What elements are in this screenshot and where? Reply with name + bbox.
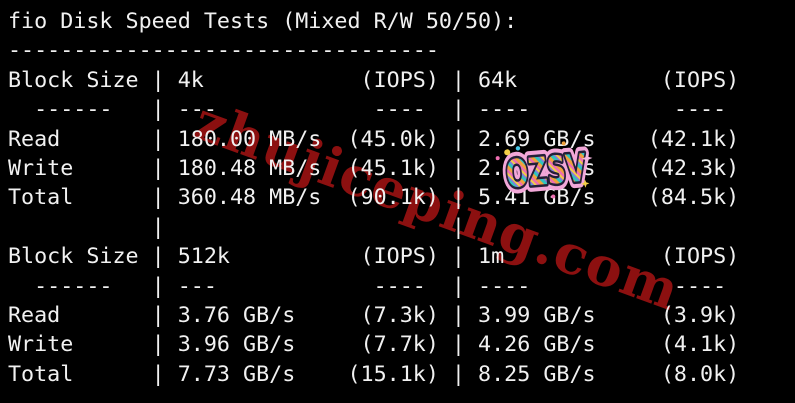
table1-write-line: Write | 180.48 MB/s (45.1k) | 2.72 GB/s … — [8, 155, 740, 181]
table-gap-line: | | — [8, 214, 465, 240]
table2-underline-line: ------ | --- ---- | ---- ---- — [8, 273, 740, 299]
separator-line: --------------------------------- — [8, 38, 439, 64]
table2-total-line: Total | 7.73 GB/s (15.1k) | 8.25 GB/s (8… — [8, 361, 740, 387]
sticker-text: OZSV — [504, 146, 588, 197]
fio-title-line: fio Disk Speed Tests (Mixed R/W 50/50): — [8, 9, 518, 34]
table1-read-line: Read | 180.00 MB/s (45.0k) | 2.69 GB/s (… — [8, 126, 740, 152]
sticker-dark-outline-layer: OZSV — [504, 146, 588, 197]
terminal-output: fio Disk Speed Tests (Mixed R/W 50/50): … — [8, 7, 739, 389]
graffiti-sticker: OZSV OZSV OZSV — [495, 139, 595, 203]
table1-header-line: Block Size | 4k (IOPS) | 64k (IOPS) — [8, 67, 740, 93]
table1-underline-line: ------ | --- ---- | ---- ---- — [8, 97, 740, 123]
sticker-sparkles — [495, 141, 593, 199]
table2-write-line: Write | 3.96 GB/s (7.7k) | 4.26 GB/s (4.… — [8, 332, 740, 358]
table1-total-line: Total | 360.48 MB/s (90.1k) | 5.41 GB/s … — [8, 185, 740, 211]
table2-header-line: Block Size | 512k (IOPS) | 1m (IOPS) — [8, 244, 740, 270]
table2-read-line: Read | 3.76 GB/s (7.3k) | 3.99 GB/s (3.9… — [8, 302, 740, 328]
